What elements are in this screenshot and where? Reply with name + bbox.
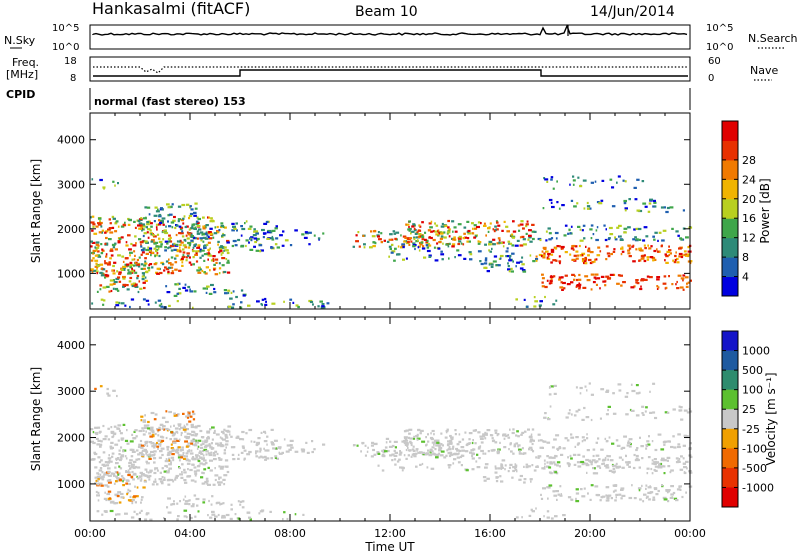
velocity-colorbar: 1000 500 100 25 -25 -100 -500 -1000 Velocity [m…	[721, 330, 778, 508]
velocity-colorbar-segment	[722, 389, 738, 410]
power-colorbar-segment	[722, 121, 738, 141]
velocity-colorbar-tick: 25	[742, 403, 756, 416]
freq-panel: 18 8 60 0 Freq. [MHz] Nave	[6, 56, 778, 84]
nsearch-label: N.Search	[748, 32, 798, 45]
power-colorbar-tick: 4	[742, 271, 749, 284]
freq-label: Freq.	[12, 56, 39, 69]
freq-tick-bottom: 8	[70, 73, 76, 84]
x-tick-label: 12:00	[374, 527, 406, 540]
power-ytick-label: 2000	[57, 223, 85, 236]
power-colorbar-segment	[722, 218, 738, 239]
power-colorbar-tick: 20	[742, 193, 756, 206]
velocity-colorbar-segment	[722, 467, 738, 488]
x-tick-label: 00:00	[74, 527, 106, 540]
velocity-ytick-label: 3000	[57, 385, 85, 398]
site-title: Hankasalmi (fitACF)	[92, 0, 250, 18]
power-ylabel: Slant Range [km]	[29, 159, 43, 263]
velocity-colorbar-segment	[722, 370, 738, 391]
x-tick-label: 04:00	[174, 527, 206, 540]
date-title: 14/Jun/2014	[590, 4, 675, 20]
power-ytick-label: 1000	[57, 267, 85, 280]
nsky-tick-bottom: 10^0	[52, 42, 79, 53]
freq-tick-top: 18	[64, 56, 77, 67]
velocity-colorbar-segment	[722, 350, 738, 371]
velocity-colorbar-tick: 500	[742, 364, 763, 377]
nave-trace	[93, 66, 688, 74]
power-colorbar-segment	[722, 257, 738, 278]
velocity-colorbar-tick: -100	[742, 442, 767, 455]
power-colorbar-tick: 28	[742, 154, 756, 167]
nsearch-tick-top: 10^5	[706, 23, 733, 34]
velocity-ytick-label: 2000	[57, 432, 85, 445]
power-colorbar-tick: 12	[742, 232, 756, 245]
x-axis-label: Time UT	[364, 540, 415, 554]
power-panel: 1000 2000 3000 4000 Slant Range [km]	[29, 112, 693, 310]
power-ytick-label: 3000	[57, 178, 85, 191]
power-colorbar-segment	[722, 140, 738, 161]
x-tick-label: 08:00	[274, 527, 306, 540]
velocity-scatter	[90, 382, 693, 521]
power-colorbar-tick: 16	[742, 212, 756, 225]
power-colorbar-tick: 24	[742, 173, 756, 186]
cpid-label: CPID	[6, 88, 35, 101]
velocity-colorbar-segment	[722, 331, 738, 352]
power-scatter	[90, 175, 693, 309]
power-colorbar-segment	[722, 237, 738, 258]
power-colorbar-segment	[722, 179, 738, 200]
velocity-colorbar-tick: 100	[742, 384, 763, 397]
nave-label: Nave	[750, 64, 778, 77]
nsky-tick-top: 10^5	[52, 23, 79, 34]
power-colorbar-segment	[722, 276, 738, 297]
beam-title: Beam 10	[355, 4, 418, 20]
velocity-panel: 1000 2000 3000 4000 Slant Range [km]	[29, 316, 693, 522]
velocity-colorbar-tick: -25	[742, 423, 760, 436]
power-colorbar-tick: 8	[742, 251, 749, 264]
x-tick-label: 20:00	[574, 527, 606, 540]
power-colorbar-segment	[722, 159, 738, 180]
velocity-ytick-label: 1000	[57, 478, 85, 491]
velocity-colorbar-segment	[722, 409, 738, 430]
x-tick-label: 00:00	[674, 527, 706, 540]
nsearch-tick-bottom: 10^0	[706, 42, 733, 53]
velocity-ylabel: Slant Range [km]	[29, 367, 43, 471]
nave-tick-bottom: 0	[708, 73, 714, 84]
power-colorbar-label: Power [dB]	[758, 178, 772, 243]
velocity-colorbar-segment	[722, 448, 738, 469]
velocity-colorbar-tick: -500	[742, 462, 767, 475]
power-colorbar-segment	[722, 198, 738, 219]
velocity-ytick-label: 4000	[57, 339, 85, 352]
nave-tick-top: 60	[708, 56, 721, 67]
power-ytick-label: 4000	[57, 134, 85, 147]
freq-unit-label: [MHz]	[6, 68, 38, 81]
velocity-colorbar-label: Velocity [m s⁻¹]	[764, 372, 778, 465]
power-colorbar: 4 8 12 16 20 24 28 Power [dB]	[721, 120, 772, 297]
velocity-colorbar-tick: 1000	[742, 345, 770, 358]
velocity-colorbar-tick: -1000	[742, 481, 774, 494]
x-tick-label: 16:00	[474, 527, 506, 540]
nsky-trace	[92, 24, 688, 36]
nsky-label: N.Sky	[4, 34, 36, 47]
cpid-text: normal (fast stereo) 153	[94, 95, 246, 108]
velocity-colorbar-segment	[722, 428, 738, 449]
velocity-colorbar-segment	[722, 487, 738, 508]
nsky-panel: 10^5 10^0 10^5 10^0 N.Sky N.Search	[4, 23, 798, 53]
freq-trace	[93, 69, 688, 77]
